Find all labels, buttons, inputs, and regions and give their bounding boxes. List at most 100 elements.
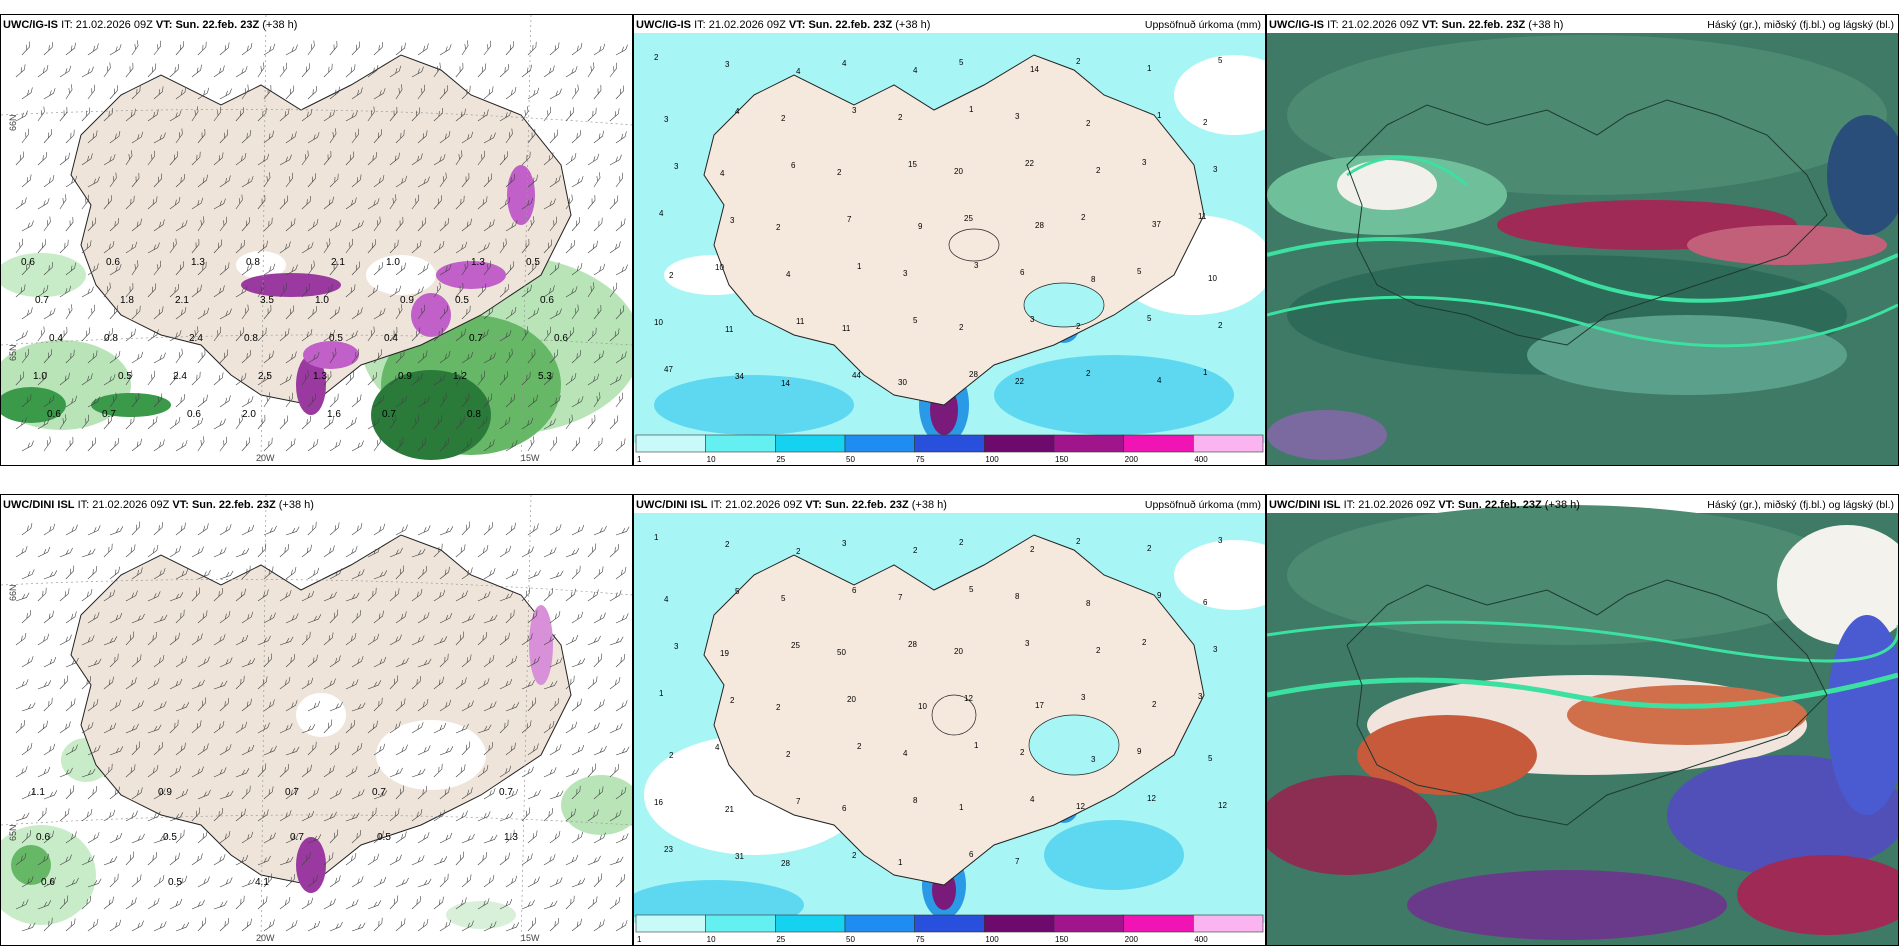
precip-value-label: 6 xyxy=(842,804,847,813)
wind-barb xyxy=(411,722,424,734)
wind-barb xyxy=(191,633,203,646)
wind-barb xyxy=(505,788,519,800)
wind-barb xyxy=(565,373,577,386)
wind-barb xyxy=(433,543,443,558)
wind-value-label: 0.4 xyxy=(384,333,398,344)
precip-value-label: 3 xyxy=(1030,315,1035,324)
wind-barb xyxy=(477,109,489,122)
wind-barb xyxy=(345,330,358,342)
wind-value-label: 0.9 xyxy=(398,371,412,382)
wind-map: 1.1 0.9 0.7 0.7 0.70.6 0.5 0.7 0.5 1.30.6 0.5 4.1 … xyxy=(1,495,632,945)
wind-barb xyxy=(301,851,311,866)
wind-barb xyxy=(213,680,228,690)
precip-value-label: 2 xyxy=(857,742,862,751)
wind-barb xyxy=(197,830,208,844)
wind-barb xyxy=(307,439,319,452)
wind-barb xyxy=(483,219,495,232)
panel-precip-top: UWC/IG-IS IT: 21.02.2026 09Z VT: Sun. 22… xyxy=(633,14,1266,466)
wind-barb xyxy=(483,655,495,668)
wind-barb xyxy=(543,854,556,866)
wind-barb xyxy=(571,263,583,276)
wind-barb xyxy=(609,544,619,558)
wind-barb xyxy=(43,262,53,276)
wind-barb xyxy=(235,66,248,78)
wind-barb xyxy=(87,745,101,756)
wind-barb xyxy=(367,326,375,342)
wind-barb xyxy=(81,768,96,778)
wind-barb xyxy=(307,260,315,276)
wind-barb xyxy=(389,414,397,430)
wind-barb xyxy=(235,107,244,122)
panel-header: UWC/IG-IS IT: 21.02.2026 09Z VT: Sun. 22… xyxy=(3,19,298,31)
precip-value-label: 5 xyxy=(1137,267,1142,276)
wind-barb xyxy=(329,86,340,100)
wind-barb xyxy=(367,372,377,386)
wind-barb xyxy=(373,349,382,364)
colorbar-tick-label: 50 xyxy=(846,455,855,464)
wind-barb xyxy=(65,918,76,932)
wind-value-label: 5.3 xyxy=(538,371,552,382)
wind-barb xyxy=(373,436,381,452)
wind-barb xyxy=(191,853,203,866)
wind-barb xyxy=(65,395,78,408)
precip-value-label: 22 xyxy=(1025,159,1034,168)
wind-barb xyxy=(609,195,619,210)
wind-barb xyxy=(329,393,339,408)
wind-barb xyxy=(197,656,210,668)
wind-barb xyxy=(191,899,205,910)
cloud-title: Háský (gr.), miðský (fj.bl.) og lágský (… xyxy=(1707,19,1894,31)
precip-value-label: 2 xyxy=(1020,748,1025,757)
wind-barb xyxy=(103,374,116,386)
wind-value-label: 0.7 xyxy=(102,409,116,420)
wind-barb xyxy=(87,525,101,536)
precip-value-label: 3 xyxy=(664,115,669,124)
wind-barb xyxy=(417,745,431,756)
wind-barb xyxy=(103,241,115,254)
wind-barb xyxy=(197,789,211,800)
wind-barb xyxy=(351,523,363,536)
wind-barb xyxy=(241,918,252,932)
wind-barb xyxy=(21,523,33,536)
wind-barb xyxy=(505,568,519,580)
wind-barb xyxy=(395,395,408,408)
wind-barb xyxy=(109,526,124,536)
wind-barb xyxy=(37,239,46,254)
wind-value-label: 4.1 xyxy=(255,877,269,888)
wind-barb xyxy=(373,876,387,888)
wind-barb xyxy=(241,396,254,408)
precip-value-label: 20 xyxy=(954,167,963,176)
wind-barb xyxy=(455,241,468,254)
wind-barb xyxy=(483,306,494,320)
wind-barb xyxy=(65,831,77,844)
precip-value-label: 28 xyxy=(908,640,917,649)
wind-barb xyxy=(285,172,294,188)
wind-value-label: 0.7 xyxy=(382,409,396,420)
wind-barb xyxy=(175,87,187,100)
wind-barb xyxy=(21,922,36,932)
wind-barb xyxy=(301,724,316,734)
wind-barb xyxy=(527,261,537,276)
wind-barb xyxy=(439,264,452,276)
wind-barb xyxy=(395,42,406,56)
wind-barb xyxy=(87,878,102,888)
wind-barb xyxy=(543,588,553,602)
wind-barb xyxy=(21,440,34,452)
wind-barb xyxy=(43,697,53,712)
wind-barb xyxy=(461,654,472,668)
wind-barb xyxy=(439,392,447,408)
wind-barb xyxy=(307,741,317,756)
wind-barb xyxy=(153,260,162,276)
wind-barb xyxy=(417,832,430,844)
wind-barb xyxy=(59,239,69,254)
wind-value-label: 1.3 xyxy=(313,371,327,382)
wind-barb xyxy=(175,348,183,364)
wind-barb xyxy=(439,85,448,100)
wind-barb xyxy=(301,677,314,690)
wind-barb xyxy=(169,632,180,646)
wind-barb xyxy=(15,110,28,122)
panel-wind-bottom: UWC/DINI ISL IT: 21.02.2026 09Z VT: Sun.… xyxy=(0,494,633,946)
wind-barb xyxy=(301,810,315,822)
wind-barb xyxy=(411,589,423,602)
colorbar-swatch xyxy=(705,914,776,933)
wind-value-label: 2.4 xyxy=(189,333,203,344)
